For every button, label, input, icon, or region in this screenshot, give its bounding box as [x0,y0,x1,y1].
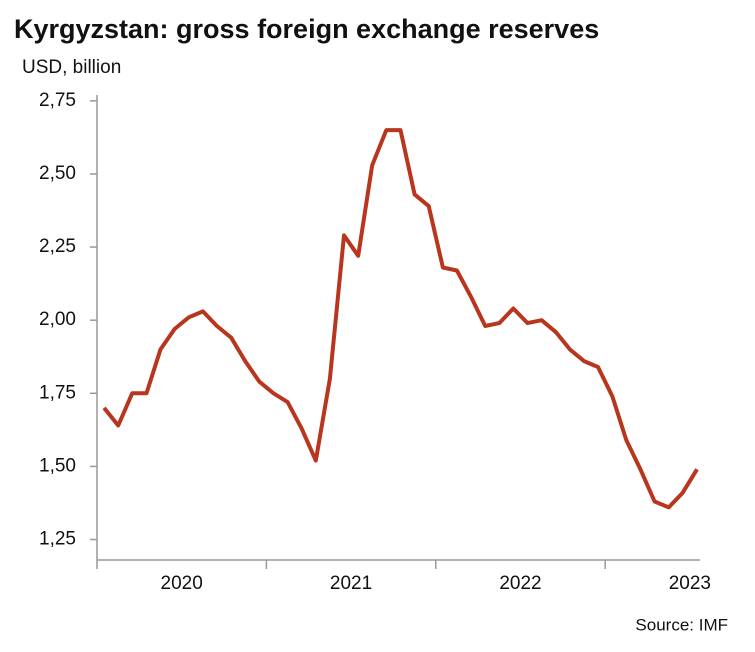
source: Source: IMF [635,615,728,634]
y-tick-label: 1,75 [39,382,76,403]
x-tick-label: 2021 [330,573,372,594]
y-axis-label: USD, billion [22,57,121,78]
data-line [102,128,699,510]
x-tick-label: 2020 [161,573,203,594]
chart-title: Kyrgyzstan: gross foreign exchange reser… [14,14,599,44]
y-tick-label: 1,25 [39,529,76,550]
x-tick-label: 2023 [669,573,711,594]
y-tick-label: 1,50 [39,455,76,476]
y-tick-label: 2,75 [39,90,76,111]
y-tick-label: 2,00 [39,309,76,330]
y-tick-label: 2,25 [39,236,76,257]
x-tick-label: 2022 [499,573,541,594]
y-tick-label: 2,50 [39,163,76,184]
